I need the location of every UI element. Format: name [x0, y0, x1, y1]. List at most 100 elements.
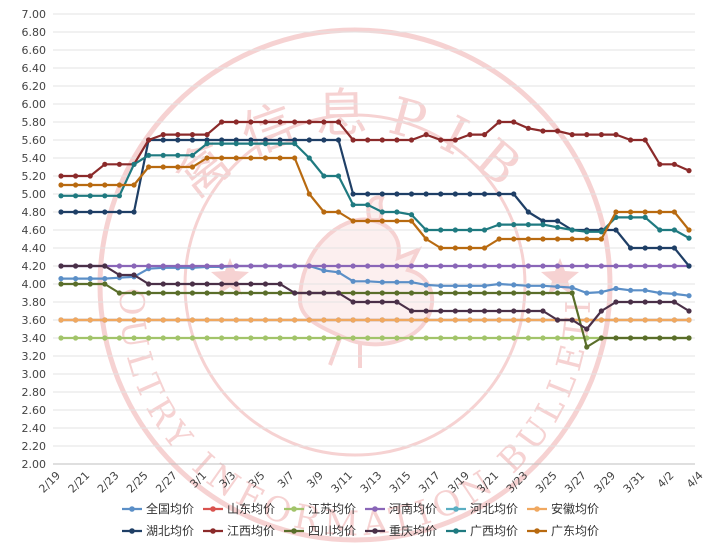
data-point [262, 141, 269, 147]
data-point [613, 299, 619, 305]
data-point [554, 335, 561, 341]
data-point [686, 335, 692, 341]
data-point [233, 155, 239, 161]
data-point [350, 299, 356, 305]
data-point [233, 141, 239, 147]
data-point [379, 209, 385, 215]
data-point [379, 279, 385, 285]
data-point [467, 263, 473, 269]
legend-marker-icon [291, 528, 297, 534]
x-tick-label: 4/2 [655, 469, 677, 491]
data-point [306, 137, 312, 143]
data-point [613, 132, 619, 138]
data-point [58, 276, 64, 282]
x-tick-label: 3/13 [358, 469, 385, 496]
data-point [102, 161, 108, 167]
y-tick-label: 5.00 [22, 188, 47, 201]
data-point [657, 227, 663, 233]
data-point [335, 317, 342, 323]
data-point [233, 263, 239, 269]
data-point [627, 335, 634, 341]
data-point [394, 279, 400, 285]
data-point [452, 283, 458, 289]
data-point [481, 335, 488, 341]
data-point [481, 227, 488, 233]
data-point [511, 335, 517, 341]
y-tick-label: 7.00 [22, 8, 47, 21]
data-point [262, 281, 269, 287]
legend-label: 四川均价 [308, 524, 356, 538]
data-point [379, 191, 385, 197]
data-point [671, 245, 677, 251]
y-tick-label: 6.00 [22, 98, 47, 111]
data-point [481, 245, 488, 251]
data-point [321, 267, 327, 274]
y-tick-label: 2.00 [22, 458, 47, 471]
data-point [627, 214, 634, 220]
data-point [73, 263, 79, 269]
data-point [350, 335, 356, 341]
data-point [408, 137, 415, 143]
data-point [511, 222, 517, 228]
data-point [248, 137, 254, 143]
data-point [365, 218, 371, 224]
data-point [189, 137, 196, 143]
data-point [481, 263, 488, 269]
y-tick-label: 4.40 [22, 242, 47, 255]
data-point [525, 222, 531, 228]
legend-marker-icon [372, 506, 378, 512]
data-point [73, 317, 79, 323]
data-point [73, 173, 79, 179]
data-point [642, 335, 648, 341]
data-point [584, 263, 590, 269]
data-point [175, 164, 181, 170]
data-point [58, 335, 64, 341]
data-point [335, 290, 342, 296]
data-point [73, 335, 79, 341]
data-point [160, 281, 166, 287]
data-point [496, 308, 502, 314]
data-point [58, 209, 64, 215]
data-point [657, 290, 663, 296]
data-point [452, 317, 458, 323]
data-point [452, 227, 458, 233]
legend-item: 河南均价 [365, 501, 437, 516]
data-point [292, 141, 298, 147]
data-point [657, 263, 663, 269]
y-tick-label: 5.80 [22, 116, 47, 129]
legend-label: 河南均价 [389, 501, 437, 516]
data-point [613, 317, 619, 323]
data-point [525, 317, 531, 323]
data-point [248, 263, 254, 269]
data-point [671, 161, 677, 167]
legend-item: 四川均价 [284, 524, 356, 538]
x-tick-label: 3/25 [533, 469, 560, 496]
data-point [102, 209, 108, 215]
data-point [438, 245, 444, 251]
data-point [657, 335, 663, 341]
data-point [467, 227, 473, 233]
data-point [525, 283, 531, 289]
data-point [438, 283, 444, 289]
data-point [686, 308, 692, 314]
data-point [116, 182, 123, 188]
data-point [146, 335, 152, 341]
data-point [554, 224, 561, 230]
data-point [321, 290, 327, 296]
data-point [365, 137, 371, 143]
data-point [321, 209, 327, 215]
data-point [131, 317, 137, 323]
data-point [131, 335, 137, 341]
data-point [204, 141, 210, 147]
y-tick-label: 5.40 [22, 152, 47, 165]
data-point [58, 173, 64, 179]
data-point [233, 290, 239, 296]
data-point [365, 202, 371, 208]
data-point [481, 283, 488, 289]
watermark-star-icon [211, 258, 249, 295]
data-point [102, 276, 108, 282]
legend-marker-icon [534, 506, 540, 512]
data-point [219, 281, 225, 287]
data-point [584, 317, 590, 323]
legend-marker-icon [453, 506, 459, 512]
